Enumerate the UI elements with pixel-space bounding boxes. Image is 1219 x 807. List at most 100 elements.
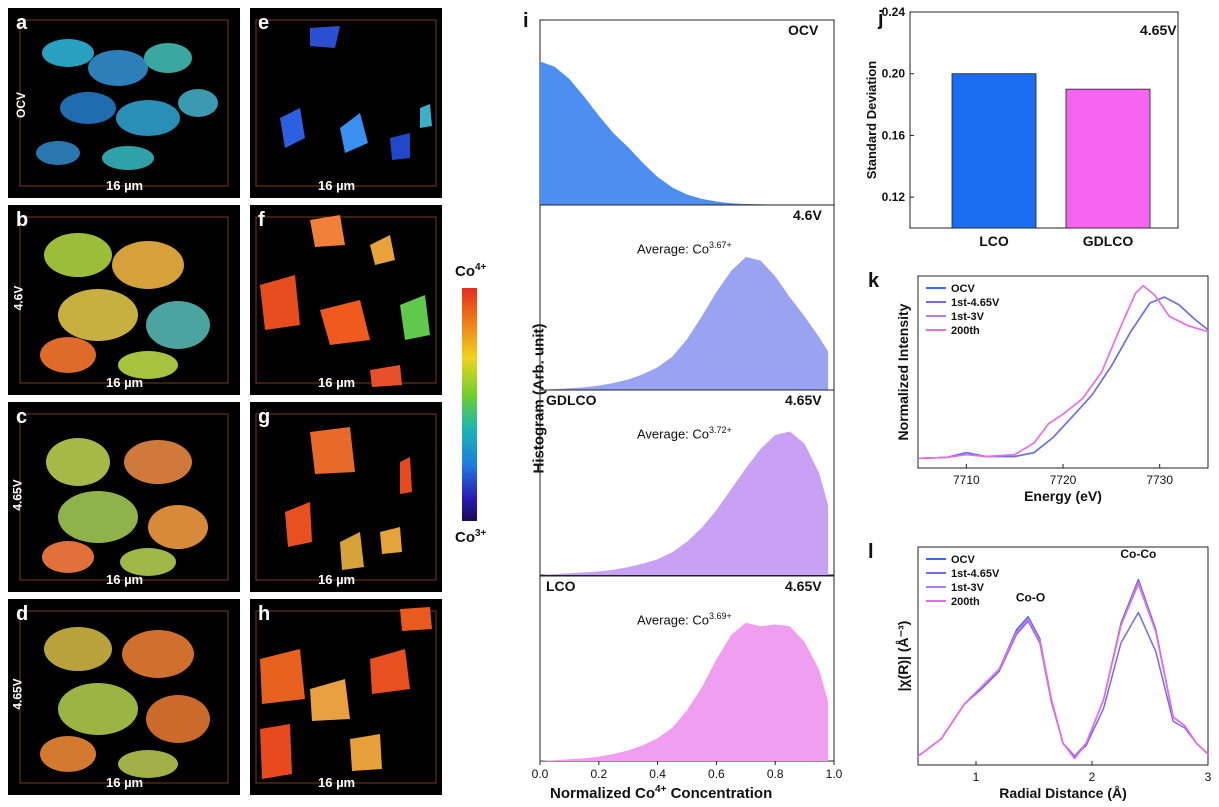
panel-l-chart: 1 2 3 Radial Distance (Å) |χ(R)| (Å⁻³) OCV 1st…	[895, 546, 1212, 801]
panel-i-xlabel-sup: 4+	[655, 784, 667, 795]
chart-l-xtick-label-2: 3	[1205, 770, 1212, 784]
panel-e-scalebar: 16 µm	[318, 178, 356, 193]
hist-lco-average-sup: 3.69+	[709, 611, 732, 621]
chart-l-annotation-0: Co-O	[1016, 591, 1045, 605]
colorbar-top-text: Co	[455, 263, 475, 280]
panel-c-render	[19, 413, 229, 581]
panel-f-scalebar: 16 µm	[318, 375, 356, 390]
hist-lco-left: LCO	[546, 578, 576, 594]
bar-frame	[909, 11, 1179, 229]
bar-category-label-1: GDLCO	[1083, 233, 1134, 249]
hist-xtick-label-4: 0.8	[767, 767, 784, 781]
colorbar-top-label: Co4+	[455, 262, 486, 280]
panel-j-label: j	[878, 8, 884, 30]
panel-a-label: a	[16, 12, 28, 34]
hist-gdlco-average-sup: 3.72+	[709, 425, 732, 435]
bar-ytick-label-3: 0.24	[882, 5, 906, 19]
bar-ytick-label-1: 0.16	[882, 128, 906, 142]
panel-i-chart: 0.0 0.2 0.4 0.6 0.8 1.0	[532, 19, 843, 781]
hist-gdlco-average: Average: Co3.72+	[637, 425, 732, 441]
hist-lco-right: 4.65V	[785, 578, 822, 594]
panel-e-label: e	[258, 12, 270, 34]
bar-gdlco	[1065, 88, 1151, 229]
panel-g: g 16 µm	[250, 402, 442, 592]
chart-k-xtick-label-1: 7720	[1050, 473, 1077, 487]
panel-a: a OCV 16 µm	[8, 8, 240, 198]
bar-ylabel: Standard Deviation	[864, 61, 879, 180]
hist-xtick-label-0: 0.0	[532, 767, 549, 781]
hist-area-1	[540, 257, 829, 390]
chart-l-frame	[917, 546, 1209, 766]
panel-i-xlabel-tail: Concentration	[666, 785, 773, 802]
hist-xtick-label-1: 0.2	[590, 767, 607, 781]
panel-d-render	[19, 610, 229, 784]
panel-b: b 4.6V 16 µm	[8, 205, 240, 395]
chart-l-legend-label-2: 1st-3V	[951, 582, 985, 594]
panel-b-render	[19, 216, 229, 384]
hist-lco-average-text: Average: Co	[637, 612, 710, 628]
hist-area-0	[540, 61, 829, 205]
panel-i-xlabel: Normalized Co4+ Concentration	[550, 784, 772, 802]
chart-k-legend-label-2: 1st-3V	[951, 311, 985, 323]
panel-h-render	[255, 607, 437, 784]
hist-lco-average: Average: Co3.69+	[637, 611, 732, 627]
chart-k-legend-label-0: OCV	[951, 283, 976, 295]
panel-a-render	[19, 19, 229, 187]
panel-b-state: 4.6V	[11, 285, 26, 311]
panel-h-scalebar: 16 µm	[318, 775, 356, 790]
panel-k-chart: 7710 7720 7730 Energy (eV) Normalized Intens…	[895, 275, 1209, 504]
chart-k-xtick-label-0: 7710	[953, 473, 980, 487]
panel-h-label: h	[258, 603, 271, 625]
panel-a-scalebar: 16 µm	[106, 178, 144, 193]
panel-e: e 16 µm	[250, 8, 442, 198]
colorbar	[462, 288, 477, 521]
panel-b-scalebar: 16 µm	[106, 375, 144, 390]
panel-c: c 4.65V 16 µm	[8, 402, 240, 592]
panel-l-label: l	[868, 541, 874, 563]
panel-d-state: 4.65V	[10, 678, 25, 710]
bar-ytick-label-2: 0.20	[882, 67, 906, 81]
hist-xtick-label-2: 0.4	[649, 767, 666, 781]
colorbar-bottom-label: Co3+	[455, 528, 486, 546]
chart-l-annotation-1: Co-Co	[1120, 547, 1156, 561]
panel-f-render	[255, 215, 437, 387]
chart-l-xlabel: Radial Distance (Å)	[999, 785, 1127, 801]
panel-i-label: i	[523, 10, 529, 32]
chart-l-series-1	[917, 611, 1209, 758]
panel-d: d 4.65V 16 µm	[8, 599, 240, 795]
chart-k-legend-label-1: 1st-4.65V	[951, 297, 1000, 309]
hist-gdlco-left: GDLCO	[546, 392, 597, 408]
chart-l-legend-label-0: OCV	[951, 554, 976, 566]
panel-g-render	[255, 413, 437, 581]
chart-l-xtick-label-1: 2	[1089, 770, 1096, 784]
panel-j-annotation: 4.65V	[1140, 22, 1177, 38]
hist-gdlco-right: 4.65V	[785, 392, 822, 408]
hist-46-average-text: Average: Co	[637, 241, 710, 257]
hist-area-3	[540, 622, 829, 761]
hist-ocv-name: OCV	[788, 22, 819, 38]
hist-gdlco-average-text: Average: Co	[637, 426, 710, 442]
panel-g-scalebar: 16 µm	[318, 572, 356, 587]
chart-k-series-1	[917, 296, 1209, 460]
panel-c-label: c	[16, 406, 28, 428]
chart-k-series-3	[917, 284, 1209, 460]
panel-c-state: 4.65V	[10, 479, 25, 511]
hist-xtick-label-3: 0.6	[708, 767, 725, 781]
panel-d-label: d	[16, 603, 29, 625]
hist-46-name: 4.6V	[793, 207, 822, 223]
panel-e-render	[255, 19, 437, 187]
panel-f-label: f	[258, 209, 265, 231]
chart-l-series-3	[917, 581, 1209, 760]
colorbar-bottom-sup: 3+	[475, 528, 487, 539]
colorbar-bottom-text: Co	[455, 529, 475, 546]
bar-category-label-0: LCO	[979, 233, 1009, 249]
colorbar-top-sup: 4+	[475, 262, 487, 273]
panel-a-state: OCV	[14, 91, 29, 119]
panel-j-chart: 0.12 0.16 0.20 0.24 LCO GDLCO Standard Deviati…	[864, 5, 1179, 249]
hist-xtick-label-5: 1.0	[826, 767, 843, 781]
panel-h: h 16 µm	[250, 599, 442, 795]
panel-c-scalebar: 16 µm	[106, 572, 144, 587]
chart-l-legend-label-1: 1st-4.65V	[951, 568, 1000, 580]
bar-lco	[951, 73, 1037, 229]
chart-l-ylabel: |χ(R)| (Å⁻³)	[895, 621, 911, 692]
